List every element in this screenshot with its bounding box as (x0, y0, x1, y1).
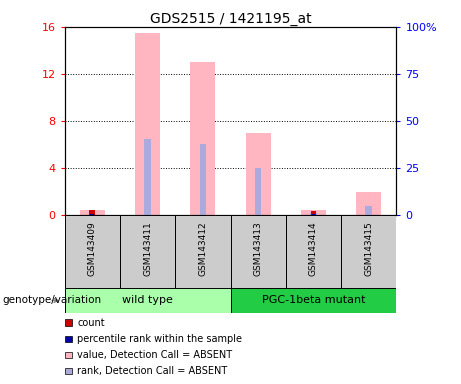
Text: GSM143415: GSM143415 (364, 221, 373, 276)
Bar (135, 33, 160, 215)
Bar (341, 215, 396, 288)
Text: GSM143409: GSM143409 (88, 221, 97, 276)
Text: count: count (77, 318, 105, 328)
Bar (190, 62, 215, 215)
Bar (89, 214, 95, 215)
Bar (90, 214, 94, 215)
Bar (312, 214, 315, 215)
Text: PGC-1beta mutant: PGC-1beta mutant (262, 295, 365, 306)
Text: value, Detection Call = ABSENT: value, Detection Call = ABSENT (77, 350, 232, 360)
Text: GSM143412: GSM143412 (198, 221, 207, 275)
Bar (89, 210, 95, 215)
Bar (230, 288, 396, 313)
Bar (311, 211, 316, 215)
Text: genotype/variation: genotype/variation (2, 295, 101, 306)
Text: GSM143414: GSM143414 (309, 221, 318, 275)
Bar (65, 288, 230, 313)
Bar (356, 192, 381, 215)
Bar (80, 210, 105, 215)
Bar (230, 215, 286, 288)
Text: GSM143413: GSM143413 (254, 221, 263, 276)
Bar (310, 213, 317, 215)
Text: GDS2515 / 1421195_at: GDS2515 / 1421195_at (150, 12, 311, 25)
Bar (144, 139, 151, 215)
Text: rank, Detection Call = ABSENT: rank, Detection Call = ABSENT (77, 366, 228, 376)
Bar (301, 210, 326, 215)
Text: GSM143411: GSM143411 (143, 221, 152, 276)
Bar (286, 215, 341, 288)
Bar (65, 215, 120, 288)
Bar (246, 133, 271, 215)
Bar (366, 206, 372, 215)
Bar (255, 168, 261, 215)
Bar (120, 215, 175, 288)
Bar (200, 144, 206, 215)
Text: wild type: wild type (122, 295, 173, 306)
Bar (175, 215, 230, 288)
Text: percentile rank within the sample: percentile rank within the sample (77, 334, 242, 344)
